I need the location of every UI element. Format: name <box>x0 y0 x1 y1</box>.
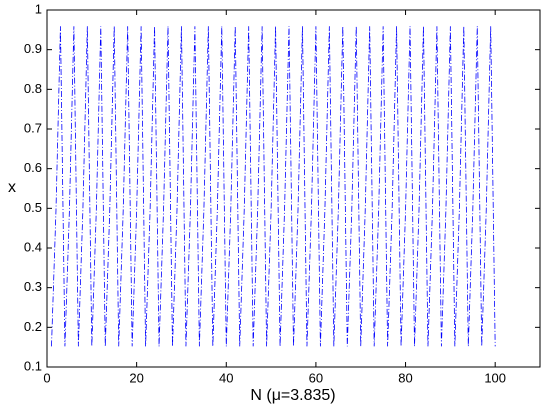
x-tick-label: 40 <box>219 370 233 385</box>
y-tick-label: 0.3 <box>24 279 42 294</box>
y-tick-label: 0.1 <box>24 358 42 373</box>
x-tick-label: 0 <box>43 370 50 385</box>
x-axis-label: N (μ=3.835) <box>250 387 335 404</box>
y-tick-label: 0.8 <box>24 81 42 96</box>
x-tick-label: 60 <box>309 370 323 385</box>
y-tick-label: 0.2 <box>24 319 42 334</box>
y-tick-label: 0.6 <box>24 160 42 175</box>
y-tick-label: 0.9 <box>24 41 42 56</box>
x-tick-label: 100 <box>484 370 506 385</box>
plot-frame <box>46 9 541 368</box>
data-line <box>51 26 496 347</box>
y-axis-label: x <box>8 179 16 196</box>
x-tick-label: 80 <box>398 370 412 385</box>
x-tick-label: 20 <box>129 370 143 385</box>
y-tick-label: 0.5 <box>24 200 42 215</box>
y-tick-label: 0.4 <box>24 239 42 254</box>
y-tick-label: 0.7 <box>24 120 42 135</box>
y-tick-label: 1 <box>35 1 42 16</box>
